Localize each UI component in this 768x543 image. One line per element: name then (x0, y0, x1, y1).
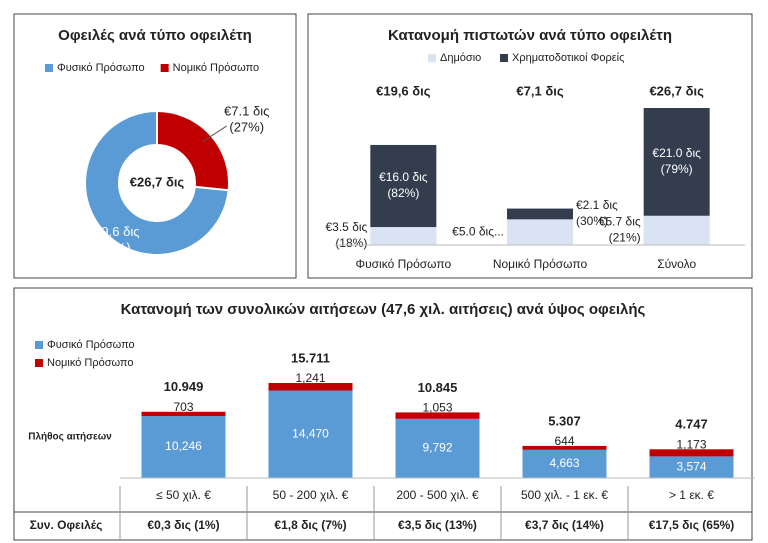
data-label: 10,246 (165, 439, 202, 453)
total-label: €19,6 δις (376, 83, 431, 98)
legend-swatch (160, 64, 169, 72)
data-label: €7.1 δις (224, 103, 269, 118)
legend-label: Φυσικό Πρόσωπο (47, 339, 135, 351)
percent-label: (30%) (576, 214, 608, 228)
bar-segment (268, 383, 353, 391)
percent-label: (82%) (387, 186, 419, 200)
bar-segment (395, 412, 480, 419)
chart-title: Κατανομή πιστωτών ανά τύπο οφειλέτη (388, 27, 672, 44)
total-label: €26,7 δις (649, 83, 704, 98)
legend-label: Νομικό Πρόσωπο (47, 357, 133, 369)
data-label: 4,663 (549, 456, 579, 470)
legend-swatch (500, 54, 508, 62)
data-label: 1,173 (676, 437, 706, 451)
bar-segment (370, 144, 437, 228)
table-cell: €17,5 δις (65%) (649, 518, 735, 532)
legend-swatch (428, 54, 436, 62)
bar-segment (649, 449, 734, 457)
total-label: 5.307 (548, 413, 581, 428)
legend-label: Χρηματοδοτικοί Φορείς (512, 52, 624, 64)
y-axis-label: Πλήθος αιτήσεων (28, 432, 112, 443)
total-label: 15.711 (291, 350, 330, 365)
center-label: €26,7 δις (130, 174, 185, 189)
total-label: €7,1 δις (516, 83, 563, 98)
table-cell: €0,3 δις (1%) (147, 518, 219, 532)
x-tick-label: ≤ 50 χιλ. € (156, 488, 211, 502)
data-label: €19.6 δις (87, 224, 140, 239)
x-tick-label: Σύνολο (657, 257, 696, 271)
bar-segment (643, 215, 710, 245)
data-label: 14,470 (292, 426, 329, 440)
data-label: 3,574 (676, 459, 706, 473)
total-label: 10.845 (418, 380, 458, 395)
bar-segment (395, 418, 480, 478)
x-tick-label: 50 - 200 χιλ. € (273, 488, 349, 502)
data-label: €5.7 δις (599, 215, 641, 229)
table-row-label: Συν. Οφειλές (30, 518, 103, 532)
bar-segment (507, 208, 573, 220)
bar-segment (370, 227, 437, 245)
data-label: €3.5 δις (326, 220, 368, 234)
legend-label: Δημόσιο (440, 52, 481, 64)
legend-swatch (35, 341, 43, 349)
x-tick-label: Νομικό Πρόσωπο (493, 257, 588, 271)
data-label: €5.0 δις... (452, 224, 504, 238)
bar-segment (643, 108, 710, 216)
chart-title: Κατανομή των συνολικών αιτήσεων (47,6 χι… (121, 301, 646, 318)
data-label: 1,053 (422, 401, 452, 415)
legend-swatch (45, 64, 53, 72)
percent-label: (18%) (335, 236, 367, 250)
table-cell: €1,8 δις (7%) (274, 518, 346, 532)
data-label: 1,241 (295, 371, 325, 385)
pie-slice (156, 109, 230, 192)
total-label: 4.747 (675, 417, 708, 432)
percent-label: (79%) (661, 162, 693, 176)
percent-label: (73%) (96, 240, 131, 255)
panel (13, 13, 297, 279)
pie-slice (84, 109, 230, 256)
data-label: 644 (554, 434, 574, 448)
bar-segment (507, 219, 573, 245)
bar-segment (522, 449, 607, 478)
x-tick-label: 500 χιλ. - 1 εκ. € (521, 488, 608, 502)
percent-label: (21%) (609, 231, 641, 245)
x-tick-label: > 1 εκ. € (669, 488, 714, 502)
legend-swatch (35, 359, 43, 367)
data-label: €16.0 δις (379, 170, 428, 184)
bar-segment (522, 445, 607, 450)
leader-line (202, 125, 227, 142)
panel (307, 13, 753, 279)
table-cell: €3,5 δις (13%) (398, 518, 477, 532)
x-tick-label: 200 - 500 χιλ. € (396, 488, 479, 502)
bar-segment (141, 411, 226, 417)
table-cell: €3,7 δις (14%) (525, 518, 604, 532)
percent-label: (27%) (229, 119, 264, 134)
chart-title: Οφειλές ανά τύπο οφειλέτη (58, 27, 252, 44)
panel (13, 287, 753, 541)
data-label: 9,792 (422, 441, 452, 455)
data-label: €21.0 δις (652, 146, 701, 160)
x-tick-label: Φυσικό Πρόσωπο (356, 257, 452, 271)
data-label: €2.1 δις (576, 198, 618, 212)
bar-segment (649, 456, 734, 478)
bar-segment (268, 390, 353, 478)
legend-label: Νομικό Πρόσωπο (173, 62, 259, 74)
legend-label: Φυσικό Πρόσωπο (57, 62, 145, 74)
bar-segment (141, 416, 226, 478)
data-label: 703 (173, 400, 193, 414)
total-label: 10.949 (164, 379, 204, 394)
